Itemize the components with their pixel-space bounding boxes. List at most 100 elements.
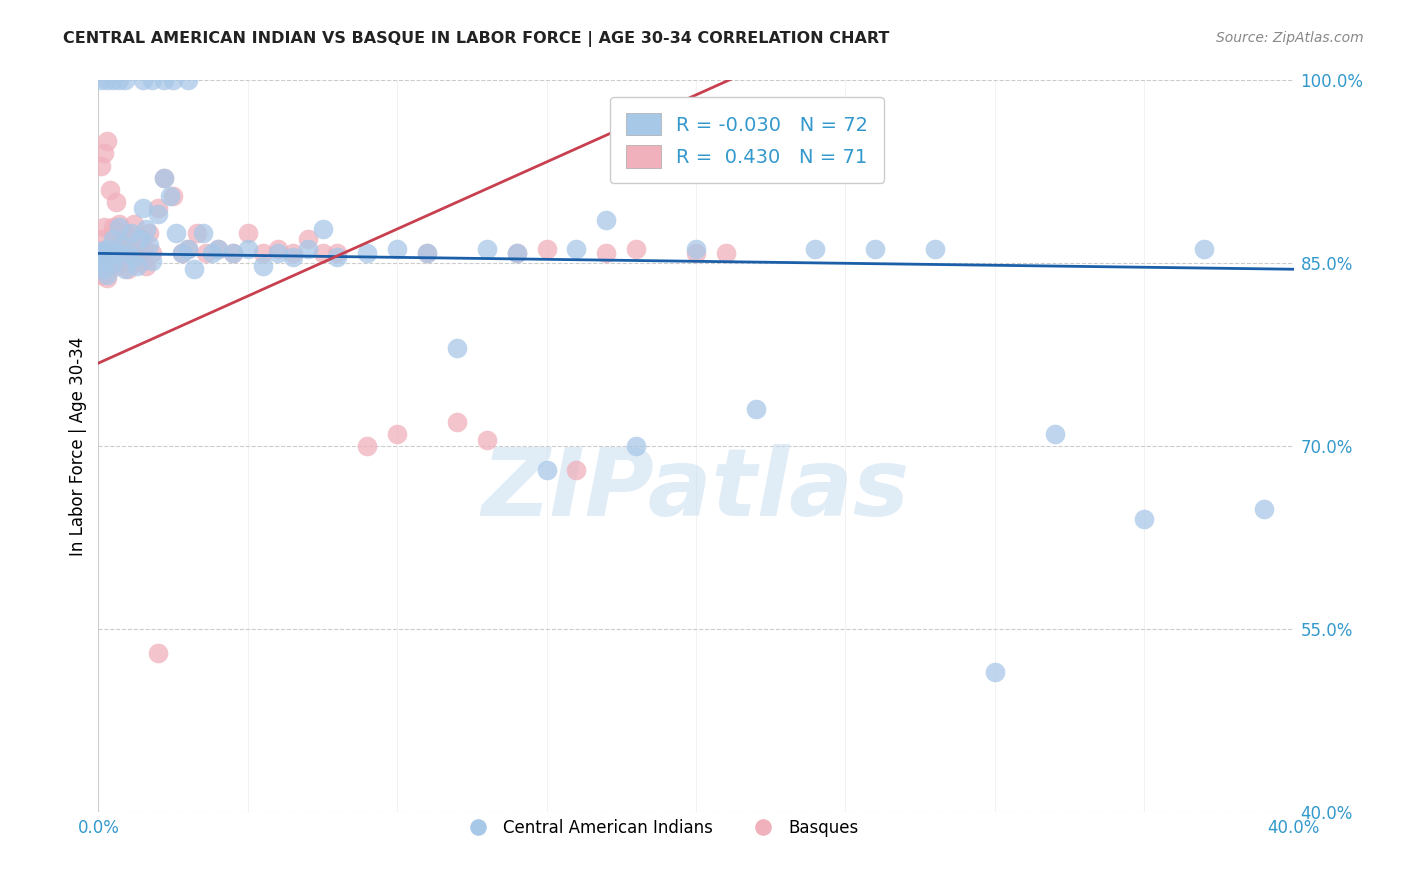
Point bbox=[98, 250, 122, 264]
Point bbox=[252, 246, 274, 260]
Point bbox=[138, 238, 160, 252]
Point bbox=[685, 242, 707, 256]
Point bbox=[311, 222, 333, 236]
Point bbox=[98, 259, 122, 273]
Point bbox=[111, 232, 134, 246]
Point bbox=[117, 246, 139, 260]
Point bbox=[356, 439, 378, 453]
Point bbox=[326, 246, 349, 260]
Point bbox=[90, 256, 112, 270]
Point bbox=[108, 246, 131, 260]
Point bbox=[108, 217, 131, 231]
Point bbox=[114, 226, 136, 240]
Point bbox=[865, 242, 887, 256]
Point bbox=[120, 226, 142, 240]
Point bbox=[506, 246, 529, 260]
Point bbox=[475, 433, 498, 447]
Point bbox=[111, 246, 134, 260]
Point bbox=[117, 262, 139, 277]
Point bbox=[96, 268, 118, 283]
Point bbox=[87, 256, 110, 270]
Point bbox=[103, 250, 125, 264]
Point bbox=[172, 246, 194, 260]
Point bbox=[111, 238, 134, 252]
Point bbox=[565, 242, 588, 256]
Point bbox=[96, 253, 118, 268]
Point bbox=[222, 246, 245, 260]
Point bbox=[132, 201, 155, 215]
Point bbox=[153, 170, 176, 185]
Point bbox=[153, 170, 176, 185]
Point bbox=[177, 73, 200, 87]
Point bbox=[87, 250, 110, 264]
Point bbox=[141, 73, 163, 87]
Point bbox=[177, 242, 200, 256]
Point bbox=[98, 183, 122, 197]
Point bbox=[236, 242, 259, 256]
Point bbox=[186, 226, 208, 240]
Point bbox=[120, 242, 142, 256]
Point bbox=[385, 242, 409, 256]
Point bbox=[267, 246, 290, 260]
Point bbox=[96, 242, 118, 256]
Point bbox=[326, 250, 349, 264]
Point bbox=[90, 244, 112, 258]
Point bbox=[127, 246, 149, 260]
Point bbox=[148, 201, 170, 215]
Point bbox=[96, 73, 118, 87]
Point bbox=[148, 646, 170, 660]
Point bbox=[804, 242, 827, 256]
Point bbox=[90, 232, 112, 246]
Point bbox=[595, 213, 617, 227]
Point bbox=[446, 415, 468, 429]
Legend: Central American Indians, Basques: Central American Indians, Basques bbox=[456, 813, 865, 844]
Point bbox=[195, 246, 218, 260]
Point bbox=[103, 232, 125, 246]
Point bbox=[201, 246, 224, 260]
Point bbox=[159, 189, 181, 203]
Point bbox=[90, 244, 112, 258]
Point bbox=[984, 665, 1007, 679]
Point bbox=[93, 262, 115, 277]
Point bbox=[93, 219, 115, 234]
Point bbox=[114, 242, 136, 256]
Point bbox=[135, 222, 157, 236]
Point bbox=[90, 159, 112, 173]
Point bbox=[132, 73, 155, 87]
Point bbox=[506, 246, 529, 260]
Point bbox=[108, 219, 131, 234]
Point bbox=[108, 73, 131, 87]
Point bbox=[685, 246, 707, 260]
Point bbox=[98, 242, 122, 256]
Point bbox=[236, 226, 259, 240]
Point bbox=[90, 73, 112, 87]
Text: CENTRAL AMERICAN INDIAN VS BASQUE IN LABOR FORCE | AGE 30-34 CORRELATION CHART: CENTRAL AMERICAN INDIAN VS BASQUE IN LAB… bbox=[63, 31, 890, 47]
Point bbox=[93, 246, 115, 260]
Point bbox=[93, 146, 115, 161]
Point bbox=[117, 253, 139, 268]
Point bbox=[153, 73, 176, 87]
Point bbox=[281, 246, 304, 260]
Point bbox=[177, 242, 200, 256]
Point bbox=[141, 246, 163, 260]
Point bbox=[297, 242, 319, 256]
Point bbox=[132, 242, 155, 256]
Point bbox=[252, 259, 274, 273]
Point bbox=[129, 232, 152, 246]
Point bbox=[162, 189, 184, 203]
Point bbox=[207, 242, 229, 256]
Point bbox=[129, 232, 152, 246]
Point bbox=[87, 246, 110, 260]
Point bbox=[105, 195, 128, 210]
Point bbox=[311, 246, 333, 260]
Point bbox=[141, 253, 163, 268]
Point bbox=[103, 73, 125, 87]
Point bbox=[162, 73, 184, 87]
Y-axis label: In Labor Force | Age 30-34: In Labor Force | Age 30-34 bbox=[69, 336, 87, 556]
Point bbox=[1253, 502, 1275, 516]
Point bbox=[124, 217, 146, 231]
Point bbox=[114, 262, 136, 277]
Point bbox=[475, 242, 498, 256]
Point bbox=[135, 259, 157, 273]
Point bbox=[416, 246, 439, 260]
